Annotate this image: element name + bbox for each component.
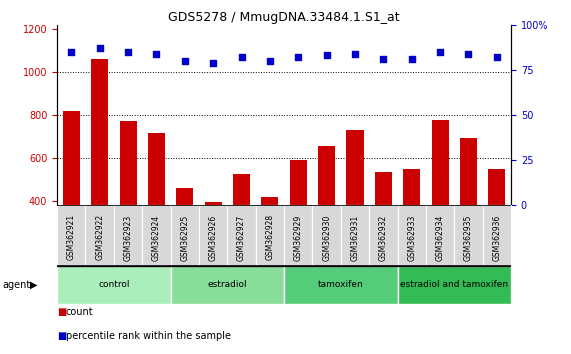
- FancyBboxPatch shape: [284, 266, 397, 304]
- FancyBboxPatch shape: [341, 205, 369, 266]
- Text: GSM362928: GSM362928: [266, 214, 275, 261]
- Bar: [63, 111, 80, 205]
- Bar: [488, 170, 505, 205]
- Bar: [347, 130, 364, 205]
- FancyBboxPatch shape: [86, 205, 114, 266]
- Bar: [318, 146, 335, 205]
- FancyBboxPatch shape: [227, 205, 256, 266]
- Point: [351, 51, 360, 57]
- Bar: [148, 133, 165, 205]
- Bar: [204, 202, 222, 205]
- Bar: [289, 160, 307, 205]
- Text: GSM362926: GSM362926: [208, 214, 218, 261]
- Text: percentile rank within the sample: percentile rank within the sample: [66, 331, 231, 341]
- FancyBboxPatch shape: [455, 205, 482, 266]
- Bar: [262, 197, 279, 205]
- Text: GSM362935: GSM362935: [464, 214, 473, 261]
- FancyBboxPatch shape: [57, 266, 171, 304]
- Text: GSM362921: GSM362921: [67, 214, 76, 261]
- Bar: [233, 174, 250, 205]
- Bar: [119, 121, 136, 205]
- Text: GSM362936: GSM362936: [492, 214, 501, 261]
- Text: GSM362933: GSM362933: [407, 214, 416, 261]
- FancyBboxPatch shape: [142, 205, 171, 266]
- Bar: [432, 120, 449, 205]
- Bar: [91, 59, 108, 205]
- Text: GSM362923: GSM362923: [123, 214, 132, 261]
- Text: estradiol and tamoxifen: estradiol and tamoxifen: [400, 280, 508, 290]
- FancyBboxPatch shape: [199, 205, 227, 266]
- Bar: [375, 172, 392, 205]
- Text: ■: ■: [57, 307, 66, 316]
- Text: agent: agent: [3, 280, 31, 290]
- FancyBboxPatch shape: [114, 205, 142, 266]
- Text: GSM362934: GSM362934: [436, 214, 445, 261]
- Title: GDS5278 / MmugDNA.33484.1.S1_at: GDS5278 / MmugDNA.33484.1.S1_at: [168, 11, 400, 24]
- Text: count: count: [66, 307, 93, 316]
- Point: [152, 51, 161, 57]
- FancyBboxPatch shape: [284, 205, 312, 266]
- Point: [293, 55, 303, 60]
- Text: GSM362930: GSM362930: [322, 214, 331, 261]
- FancyBboxPatch shape: [57, 205, 86, 266]
- Point: [266, 58, 275, 64]
- Text: control: control: [98, 280, 130, 290]
- FancyBboxPatch shape: [397, 266, 511, 304]
- Bar: [460, 138, 477, 205]
- FancyBboxPatch shape: [171, 266, 284, 304]
- Point: [67, 49, 76, 55]
- Point: [237, 55, 246, 60]
- FancyBboxPatch shape: [312, 205, 341, 266]
- Text: GSM362931: GSM362931: [351, 214, 360, 261]
- Text: GSM362929: GSM362929: [293, 214, 303, 261]
- Text: GSM362922: GSM362922: [95, 214, 104, 261]
- Text: GSM362927: GSM362927: [237, 214, 246, 261]
- FancyBboxPatch shape: [397, 205, 426, 266]
- FancyBboxPatch shape: [171, 205, 199, 266]
- Point: [407, 56, 416, 62]
- Point: [436, 49, 445, 55]
- FancyBboxPatch shape: [482, 205, 511, 266]
- Text: ▶: ▶: [30, 280, 37, 290]
- Text: ■: ■: [57, 331, 66, 341]
- Text: estradiol: estradiol: [207, 280, 247, 290]
- Text: GSM362924: GSM362924: [152, 214, 161, 261]
- Bar: [176, 188, 193, 205]
- Point: [123, 49, 132, 55]
- Text: GSM362925: GSM362925: [180, 214, 189, 261]
- Point: [322, 53, 331, 58]
- Point: [95, 45, 104, 51]
- Point: [208, 60, 218, 65]
- Point: [492, 55, 501, 60]
- Point: [464, 51, 473, 57]
- Bar: [403, 169, 420, 205]
- FancyBboxPatch shape: [256, 205, 284, 266]
- Point: [379, 56, 388, 62]
- FancyBboxPatch shape: [369, 205, 397, 266]
- Text: tamoxifen: tamoxifen: [318, 280, 364, 290]
- FancyBboxPatch shape: [426, 205, 455, 266]
- Point: [180, 58, 190, 64]
- Text: GSM362932: GSM362932: [379, 214, 388, 261]
